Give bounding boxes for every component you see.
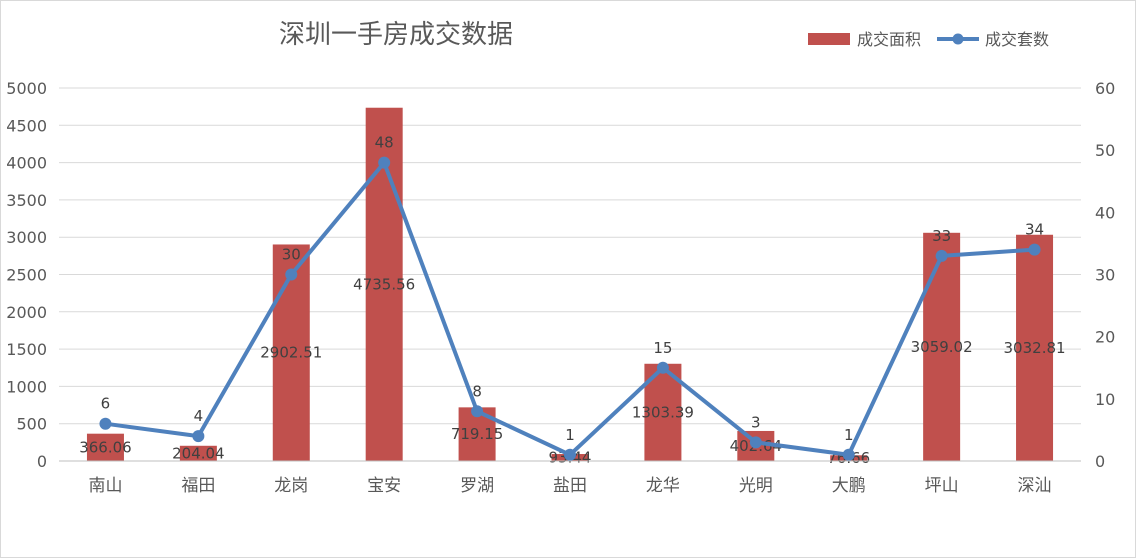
bar-value-label: 366.06 xyxy=(79,438,132,456)
legend-label-line: 成交套数 xyxy=(985,30,1049,49)
category-label: 深汕 xyxy=(1018,476,1052,496)
left-tick-label: 4000 xyxy=(6,154,47,173)
x-axis-categories: 南山 福田 龙岗 宝安 罗湖 盐田 龙华 光明 大鹏 坪山 深汕 xyxy=(59,460,1081,496)
bar-value-label: 2902.51 xyxy=(260,344,322,362)
line-value-label: 6 xyxy=(101,395,111,413)
bar xyxy=(86,433,124,461)
line-value-label: 30 xyxy=(282,246,301,264)
category-label: 宝安 xyxy=(367,476,401,496)
legend-label-bar: 成交面积 xyxy=(857,30,921,49)
right-tick-label: 30 xyxy=(1095,266,1115,285)
right-axis: 0 10 20 30 40 50 60 xyxy=(1095,79,1115,471)
line-value-label: 1 xyxy=(565,426,575,444)
category-label: 龙岗 xyxy=(274,476,308,496)
left-tick-label: 4500 xyxy=(6,116,47,135)
left-tick-label: 3500 xyxy=(6,191,47,210)
bar xyxy=(179,445,217,461)
category-label: 南山 xyxy=(88,476,122,496)
line-point xyxy=(656,361,669,374)
left-tick-label: 1000 xyxy=(6,377,47,396)
right-tick-label: 20 xyxy=(1095,328,1115,347)
line-value-label: 4 xyxy=(194,407,204,425)
left-axis: 0 500 1000 1500 2000 2500 3000 3500 4000 4500 5000 xyxy=(6,79,47,471)
left-tick-label: 3000 xyxy=(6,228,47,247)
bar xyxy=(272,244,310,461)
chart-title: 深圳一手房成交数据 xyxy=(279,20,513,50)
left-tick-label: 1500 xyxy=(6,340,47,359)
line-value-label: 34 xyxy=(1025,221,1044,239)
line-point xyxy=(749,436,762,449)
legend-swatch-bar xyxy=(808,33,850,45)
bar xyxy=(923,232,961,461)
left-tick-label: 2000 xyxy=(6,303,47,322)
line-point xyxy=(842,448,855,461)
right-tick-label: 10 xyxy=(1095,390,1115,409)
bar xyxy=(1016,234,1054,461)
left-tick-label: 5000 xyxy=(6,79,47,98)
right-tick-label: 40 xyxy=(1095,203,1115,222)
line-point xyxy=(285,268,298,281)
line-point xyxy=(935,249,948,262)
category-label: 坪山 xyxy=(925,476,959,496)
left-tick-label: 2500 xyxy=(6,266,47,285)
line-value-label: 33 xyxy=(932,227,951,245)
line-value-label: 8 xyxy=(472,382,482,400)
category-label: 福田 xyxy=(181,476,215,496)
legend: 成交面积 成交套数 xyxy=(808,30,1049,49)
line-value-label: 15 xyxy=(653,339,672,357)
bar-value-label: 4735.56 xyxy=(353,275,415,293)
bar-value-label: 3032.81 xyxy=(1004,339,1066,357)
line-value-label: 1 xyxy=(844,426,854,444)
category-label: 盐田 xyxy=(553,476,587,496)
line-value-label: 3 xyxy=(751,413,761,431)
bar-value-label: 3059.02 xyxy=(911,338,973,356)
category-label: 罗湖 xyxy=(460,476,494,496)
line-point xyxy=(378,156,391,169)
right-tick-label: 50 xyxy=(1095,141,1115,160)
category-label: 光明 xyxy=(739,476,773,496)
bar-value-label: 1303.39 xyxy=(632,403,694,421)
right-tick-label: 0 xyxy=(1095,452,1105,471)
line-value-label: 48 xyxy=(375,134,394,152)
left-tick-label: 0 xyxy=(37,452,47,471)
series-line xyxy=(105,160,1035,457)
bar-value-label: 719.15 xyxy=(451,425,504,443)
bar-series: 366.06204.042902.514735.56719.1593.44130… xyxy=(79,107,1066,467)
line-series: 6 4 30 48 8 1 15 3 1 33 34 xyxy=(99,134,1044,461)
category-label: 大鹏 xyxy=(832,476,866,496)
bar-value-label: 204.04 xyxy=(172,444,225,462)
line-point xyxy=(471,405,484,418)
left-tick-label: 500 xyxy=(16,415,47,434)
category-label: 龙华 xyxy=(646,476,680,496)
legend-swatch-marker xyxy=(952,33,964,45)
line-point xyxy=(99,417,112,430)
line-point xyxy=(192,430,205,443)
line-point xyxy=(564,448,576,461)
right-tick-label: 60 xyxy=(1095,79,1115,98)
line-point xyxy=(1028,243,1041,256)
